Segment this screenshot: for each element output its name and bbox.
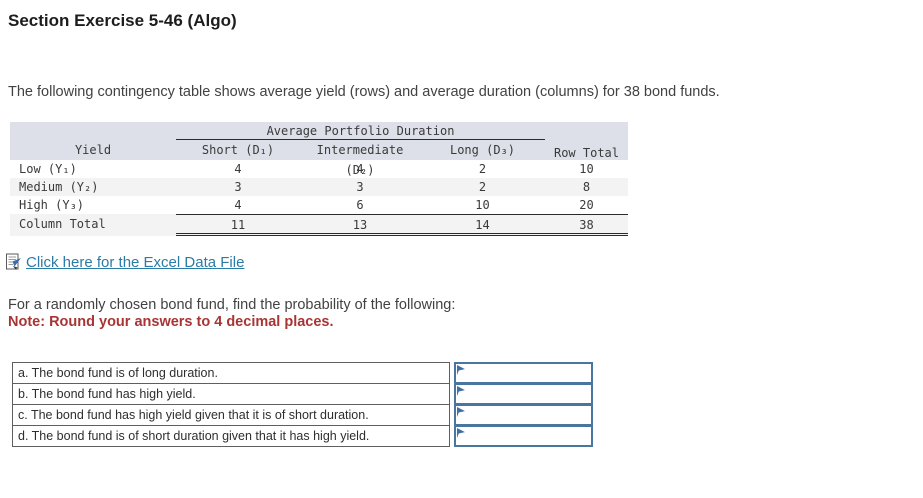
spacer-cell	[10, 122, 176, 140]
answer-row-c: c. The bond fund has high yield given th…	[12, 404, 593, 426]
answer-input-a[interactable]	[456, 364, 591, 382]
answer-label-c: c. The bond fund has high yield given th…	[12, 404, 450, 426]
span-header: Average Portfolio Duration	[176, 123, 545, 140]
cell-value: 10	[579, 162, 594, 176]
table-column-header-row: Yield Short (D₁) Intermediate (D₂) Long …	[10, 140, 628, 177]
intro-text: The following contingency table shows av…	[8, 84, 720, 100]
prompt-text: For a randomly chosen bond fund, find th…	[8, 297, 456, 313]
total-value: 11	[176, 214, 300, 236]
answer-row-a: a. The bond fund is of long duration.	[12, 362, 593, 384]
col-header-short: Short (D₁)	[201, 143, 275, 157]
page-title: Section Exercise 5-46 (Algo)	[8, 11, 237, 30]
cell-value: 10	[475, 198, 490, 212]
table-row-medium: Medium (Y₂) 3 3 2 8	[10, 178, 628, 196]
table-row-low: Low (Y₁) 4 4 2 10	[10, 160, 628, 178]
total-value: 14	[420, 214, 545, 236]
row-label: High (Y₃)	[19, 198, 85, 212]
col-header-intermediate: Intermediate (D₂)	[316, 143, 404, 177]
answer-label-a: a. The bond fund is of long duration.	[12, 362, 450, 384]
cell-value: 20	[579, 198, 594, 212]
answers-table: a. The bond fund is of long duration. b.…	[12, 362, 593, 447]
answer-input-b[interactable]	[456, 385, 591, 403]
table-row-high: High (Y₃) 4 6 10 20	[10, 196, 628, 214]
answer-row-b: b. The bond fund has high yield.	[12, 383, 593, 405]
col-header-long: Long (D₃)	[449, 143, 516, 157]
row-label: Column Total	[19, 217, 106, 231]
yield-header: Yield	[74, 143, 112, 157]
excel-data-file-icon	[5, 253, 23, 271]
cell-value: 4	[234, 162, 242, 176]
answer-label-d: d. The bond fund is of short duration gi…	[12, 425, 450, 447]
answer-label-b: b. The bond fund has high yield.	[12, 383, 450, 405]
cell-value: 3	[234, 180, 242, 194]
total-value: 38	[545, 214, 628, 236]
cell-value: 4	[234, 198, 242, 212]
cell-value: 6	[356, 198, 364, 212]
row-label: Low (Y₁)	[19, 162, 77, 176]
table-span-header-row: Average Portfolio Duration	[10, 122, 628, 140]
answer-input-c[interactable]	[456, 406, 591, 424]
cell-value: 4	[356, 162, 364, 176]
row-label: Medium (Y₂)	[19, 180, 99, 194]
cell-value: 8	[582, 180, 591, 194]
answer-row-d: d. The bond fund is of short duration gi…	[12, 425, 593, 447]
col-header-row-total: Row Total	[553, 146, 620, 160]
spacer-cell	[545, 122, 628, 140]
cell-value: 2	[478, 162, 487, 176]
excel-data-file-link[interactable]: Click here for the Excel Data File	[26, 253, 245, 271]
answer-input-box-c	[454, 404, 593, 426]
answer-input-d[interactable]	[456, 427, 591, 445]
table-row-column-total: Column Total 11 13 14 38	[10, 214, 628, 236]
answer-input-box-b	[454, 383, 593, 405]
answer-input-box-d	[454, 425, 593, 447]
note-text: Note: Round your answers to 4 decimal pl…	[8, 314, 334, 330]
contingency-table: Average Portfolio Duration Yield Short (…	[10, 122, 628, 236]
cell-value: 2	[478, 180, 487, 194]
excel-link-row: Click here for the Excel Data File	[5, 253, 244, 271]
answer-input-box-a	[454, 362, 593, 384]
cell-value: 3	[356, 180, 364, 194]
total-value: 13	[300, 214, 420, 236]
